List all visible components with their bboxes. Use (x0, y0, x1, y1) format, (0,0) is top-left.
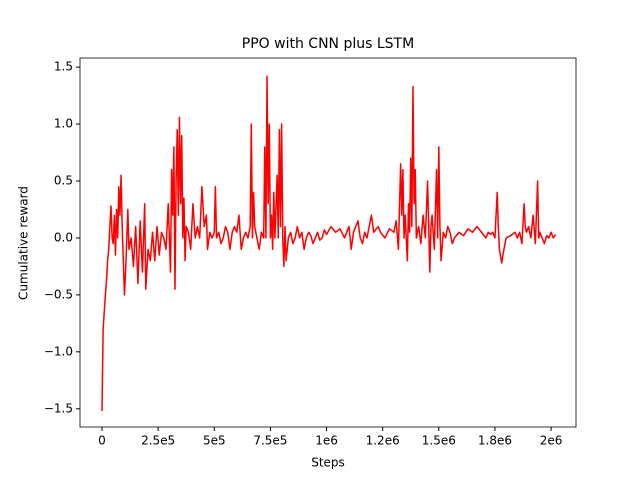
x-tick-label: 2.5e5 (141, 434, 175, 448)
x-tick-label: 1.2e6 (366, 434, 400, 448)
x-axis-label: Steps (311, 456, 345, 470)
x-tick-label: 0 (98, 434, 106, 448)
y-tick-label: −1.5 (44, 401, 73, 415)
y-tick-label: 0.5 (54, 174, 73, 188)
x-tick-label: 1e6 (315, 434, 338, 448)
chart-title: PPO with CNN plus LSTM (242, 36, 414, 52)
x-tick-label: 2e6 (540, 434, 563, 448)
line (101, 75, 557, 412)
x-tick-label: 5e5 (203, 434, 226, 448)
y-tick-label: −1.0 (44, 344, 73, 358)
x-tick-label: 7.5e5 (253, 434, 287, 448)
plot-frame (79, 57, 577, 428)
x-tick-label: 1.8e6 (478, 434, 512, 448)
y-tick-label: 0.0 (54, 230, 73, 244)
y-axis-label: Cumulative reward (17, 186, 31, 300)
y-tick-label: −0.5 (44, 287, 73, 301)
x-tick-label: 1.5e6 (422, 434, 456, 448)
y-tick-label: 1.5 (54, 60, 73, 74)
y-tick-label: 1.0 (54, 117, 73, 131)
